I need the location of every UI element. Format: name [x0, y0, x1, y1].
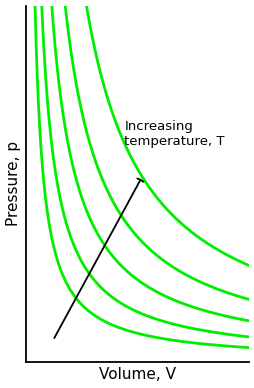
X-axis label: Volume, V: Volume, V — [99, 367, 176, 383]
Text: Increasing
temperature, T: Increasing temperature, T — [124, 120, 224, 148]
Y-axis label: Pressure, p: Pressure, p — [6, 141, 21, 226]
